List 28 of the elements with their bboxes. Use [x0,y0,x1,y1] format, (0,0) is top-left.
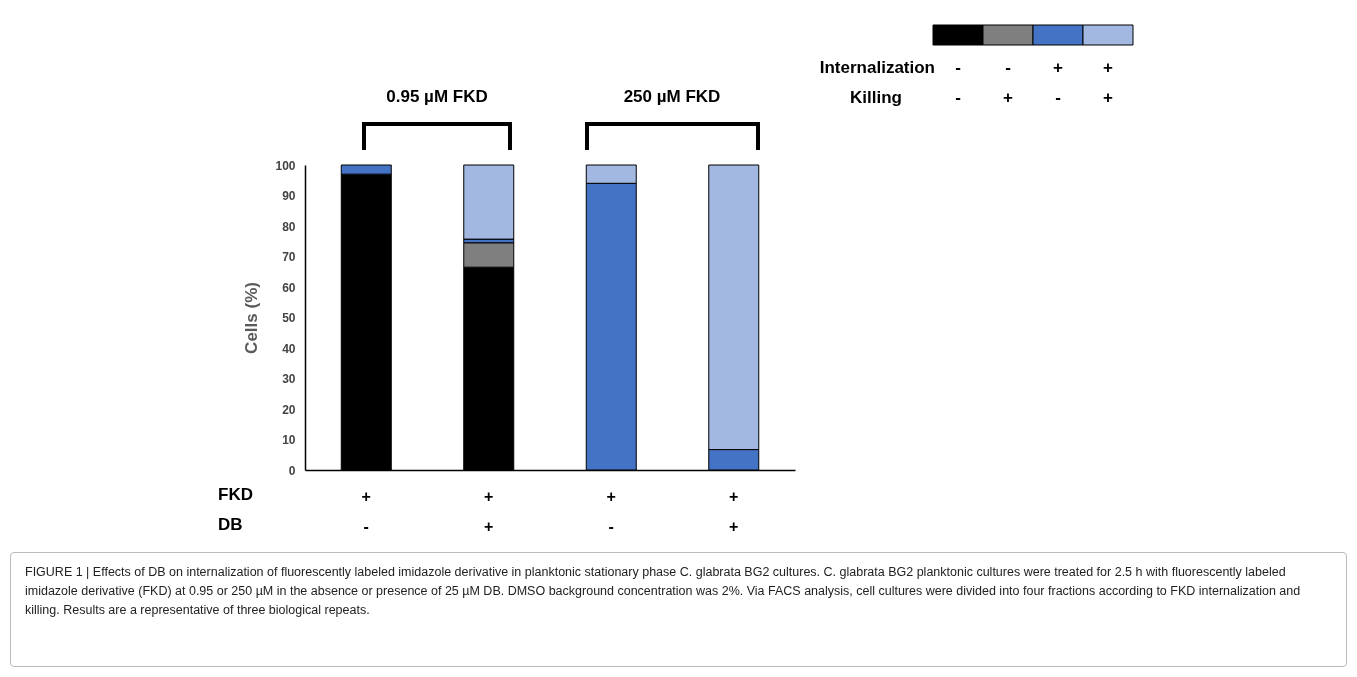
x-tick-label: + + [484,487,494,535]
y-tick-label: 80 [282,219,296,234]
text: FKD [218,485,253,504]
y-tick-label: 40 [282,341,296,356]
text: Killing [850,88,902,107]
legend-label: + + [1103,58,1114,107]
x-tick-label: + + [729,487,739,535]
text: 0.95 µM FKD [386,87,488,106]
text: 250 µM FKD [623,87,721,106]
y-tick-label: 10 [282,433,296,447]
legend-label: - - [955,58,961,107]
x-tick-label: + - [606,487,616,535]
legend-label: - + [1003,58,1014,107]
x-tick-label: + - [361,487,371,535]
y-tick-label: 100 [275,158,296,173]
y-tick-label: 50 [282,311,296,325]
y-tick-label: 20 [282,402,296,417]
text: DB [218,515,243,534]
caption: FIGURE 1 | Effects of DB on internalization of fluorescently labeled imidazole derivative in planktonic stationary phase C. glabrata BG2 cultures. C. glabrata BG2 planktonic cultures were treated for 2.5 h with fluorescently labeled imidazole derivative (FKD) at 0.95 or 250 µM in the absence or presence of 25 µM DB. DMSO background concentration was 2%. Via FACS analysis, cell cultures were divided into four fractions according to FKD internalization and killing. Results are a representative of three biological repeats. [10,552,1347,667]
y-tick-label: 60 [282,280,296,295]
y-tick-label: 30 [282,372,296,386]
y-tick-label: 70 [282,250,296,264]
text: Internalization [819,58,935,77]
y-tick-label: 0 [288,463,296,478]
legend-label: + - [1053,58,1064,107]
bar [463,164,515,240]
y-axis-title: Cells (%) [242,282,262,354]
y-tick-label: 90 [282,189,296,203]
